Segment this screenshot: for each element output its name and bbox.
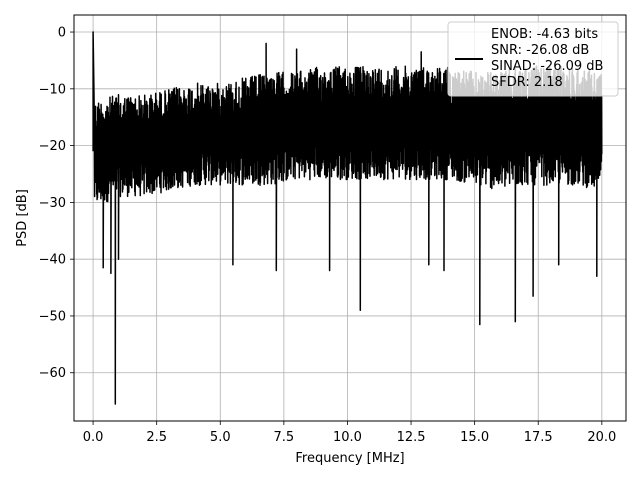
- y-tick-label: −20: [39, 139, 66, 154]
- x-tick-label: 2.5: [146, 430, 167, 445]
- x-tick-label: 17.5: [524, 430, 553, 445]
- x-tick-label: 15.0: [460, 430, 489, 445]
- y-axis-label: PSD [dB]: [15, 189, 30, 247]
- y-tick-label: −30: [39, 196, 66, 211]
- legend-text-enob: ENOB: -4.63 bits: [491, 27, 598, 42]
- x-tick-label: 12.5: [397, 430, 426, 445]
- y-axis-ticks: 0 −10 −20 −30 −40 −50 −60: [39, 26, 74, 381]
- legend-text-snr: SNR: -26.08 dB: [491, 43, 589, 58]
- legend: ENOB: -4.63 bits SNR: -26.08 dB SINAD: -…: [447, 21, 619, 97]
- psd-series-line: [92, 31, 603, 405]
- y-tick-label: −50: [39, 309, 66, 324]
- y-tick-label: −60: [39, 366, 66, 381]
- y-tick-label: −10: [39, 82, 66, 97]
- plot-area: [92, 31, 603, 405]
- legend-text-sinad: SINAD: -26.09 dB: [491, 59, 603, 74]
- x-axis-ticks: 0.0 2.5 5.0 7.5 10.0 12.5 15.0 17.5 20.0: [83, 421, 616, 445]
- x-tick-label: 0.0: [83, 430, 104, 445]
- x-tick-label: 7.5: [274, 430, 295, 445]
- y-tick-label: 0: [58, 26, 66, 41]
- legend-text-sfdr: SFDR: 2.18: [491, 75, 563, 90]
- y-tick-label: −40: [39, 253, 66, 268]
- x-tick-label: 5.0: [210, 430, 231, 445]
- x-tick-label: 10.0: [333, 430, 362, 445]
- x-tick-label: 20.0: [587, 430, 616, 445]
- axes-frame: [73, 14, 627, 422]
- x-axis-label: Frequency [MHz]: [295, 451, 404, 466]
- legend-box: [447, 21, 619, 97]
